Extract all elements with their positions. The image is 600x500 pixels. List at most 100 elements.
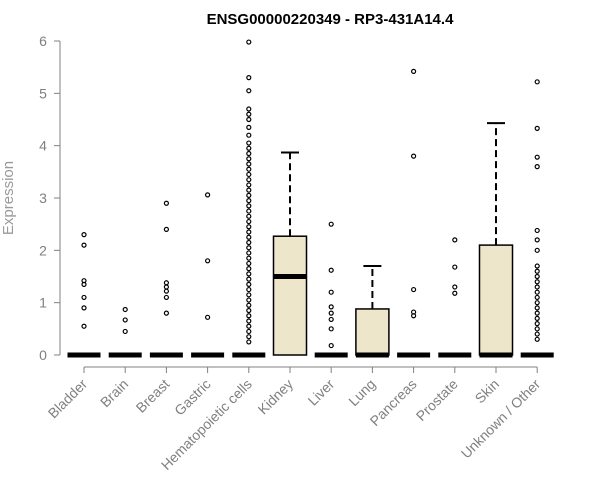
outlier-point: [246, 302, 252, 308]
outlier-point: [81, 232, 87, 238]
outlier-point: [122, 317, 128, 323]
x-tick-label: Skin: [472, 376, 503, 407]
y-axis-label: Expression: [0, 161, 17, 235]
outlier-point: [246, 313, 252, 319]
box-6: [272, 151, 308, 356]
outlier-point: [246, 106, 252, 112]
outlier-point: [246, 334, 252, 340]
outlier-point: [246, 255, 252, 261]
y-tick-label: 2: [39, 242, 47, 258]
outlier-point: [534, 227, 540, 234]
box-4: [191, 192, 225, 358]
outlier-point: [163, 310, 169, 316]
outlier-point: [246, 213, 252, 219]
box-7: [314, 221, 348, 358]
outlier-point: [163, 288, 169, 294]
outlier-point: [205, 258, 211, 264]
outlier-point: [246, 39, 252, 45]
outlier-point: [452, 290, 458, 296]
box-5: [232, 39, 266, 358]
x-tick-label: Liver: [305, 376, 338, 409]
outlier-point: [534, 79, 540, 85]
outlier-point: [246, 239, 252, 246]
x-tick-label: Bladder: [45, 376, 91, 422]
outlier-point: [534, 305, 540, 311]
outlier-point: [411, 153, 417, 159]
outlier-point: [328, 221, 334, 227]
outlier-point: [328, 304, 334, 310]
y-tick-label: 0: [39, 347, 47, 363]
outlier-point: [246, 339, 252, 345]
outlier-point: [246, 224, 252, 230]
outlier-point: [246, 150, 252, 157]
y-tick-label: 5: [39, 85, 47, 101]
outlier-point: [328, 326, 334, 332]
y-tick-label: 4: [39, 138, 47, 154]
outlier-point: [246, 260, 252, 267]
outlier-point: [328, 316, 334, 323]
outlier-point: [328, 289, 334, 295]
outlier-point: [328, 310, 334, 316]
outlier-point: [246, 116, 252, 123]
outlier-point: [534, 263, 540, 269]
outlier-point: [122, 306, 128, 313]
outlier-point: [534, 154, 540, 160]
outlier-point: [205, 314, 211, 320]
outlier-point: [81, 305, 87, 311]
outlier-point: [246, 161, 252, 167]
outlier-point: [246, 328, 252, 335]
box-11: [478, 122, 514, 358]
outlier-point: [81, 242, 87, 248]
outlier-point: [163, 200, 169, 206]
y-tick-label: 6: [39, 33, 47, 49]
outlier-point: [411, 68, 417, 74]
outlier-point: [534, 336, 540, 342]
outlier-point: [81, 323, 87, 329]
outlier-point: [246, 292, 252, 298]
outlier-point: [534, 310, 540, 316]
outlier-point: [246, 203, 252, 209]
x-tick-label: Prostate: [413, 376, 461, 424]
outlier-point: [246, 177, 252, 183]
outlier-point: [246, 192, 252, 198]
outlier-point: [246, 171, 252, 178]
box-iqr: [355, 308, 390, 356]
outlier-point: [163, 294, 169, 301]
outlier-point: [246, 266, 252, 272]
outlier-point: [534, 300, 540, 306]
box-12: [520, 79, 554, 358]
outlier-point: [246, 250, 252, 256]
outlier-point: [246, 208, 252, 214]
outlier-point: [81, 278, 87, 284]
outlier-point: [452, 237, 458, 243]
outlier-point: [246, 75, 252, 81]
outlier-point: [246, 286, 252, 293]
outlier-point: [246, 245, 252, 251]
outlier-point: [534, 273, 540, 280]
outlier-point: [534, 321, 540, 327]
box-9: [397, 68, 431, 358]
outlier-point: [246, 88, 252, 94]
outlier-point: [246, 276, 252, 282]
x-tick-label: Brain: [97, 376, 131, 410]
box-3: [149, 200, 183, 358]
outlier-point: [246, 111, 252, 117]
outlier-point: [163, 284, 169, 290]
outlier-point: [246, 229, 252, 235]
outlier-point: [246, 182, 252, 188]
outlier-point: [411, 286, 417, 293]
outlier-point: [452, 264, 458, 270]
outlier-point: [534, 279, 540, 285]
outlier-point: [246, 124, 252, 130]
outlier-point: [163, 280, 169, 286]
outlier-point: [534, 268, 540, 274]
y-tick-label: 3: [39, 190, 47, 206]
outlier-point: [534, 294, 540, 301]
outlier-point: [246, 198, 252, 204]
outlier-point: [534, 237, 540, 243]
box-2: [108, 306, 142, 358]
outlier-point: [246, 271, 252, 277]
outlier-point: [246, 297, 252, 303]
